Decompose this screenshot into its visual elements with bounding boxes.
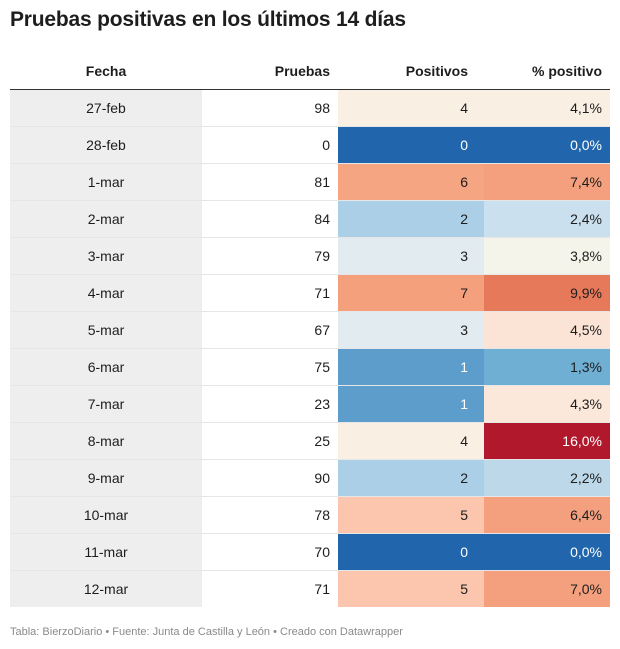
cell-pruebas: 71 (202, 274, 338, 312)
table-row: 3-mar 79 3 3,8% (10, 237, 610, 275)
cell-pruebas: 90 (202, 459, 338, 497)
cell-porcentaje: 1,3% (484, 348, 610, 386)
table-row: 28-feb 0 0 0,0% (10, 126, 610, 164)
cell-porcentaje: 16,0% (484, 422, 610, 460)
table-body: 27-feb 98 4 4,1% 28-feb 0 0 0,0% 1-mar 81 6 7,4% 2-m… (10, 89, 610, 607)
cell-fecha: 27-feb (10, 89, 202, 127)
cell-porcentaje: 9,9% (484, 274, 610, 312)
footer-credits: Tabla: BierzoDiario • Fuente: Junta de C… (10, 626, 403, 638)
cell-porcentaje: 6,4% (484, 496, 610, 534)
cell-positivos: 5 (338, 496, 484, 534)
cell-porcentaje: 0,0% (484, 533, 610, 571)
table-row: 2-mar 84 2 2,4% (10, 200, 610, 238)
cell-pruebas: 79 (202, 237, 338, 275)
cell-porcentaje: 3,8% (484, 237, 610, 275)
table-row: 7-mar 23 1 4,3% (10, 385, 610, 423)
cell-fecha: 9-mar (10, 459, 202, 497)
cell-pruebas: 71 (314, 581, 330, 597)
cell-pruebas: 0 (202, 126, 338, 164)
cell-positivos: 1 (338, 348, 484, 386)
cell-fecha: 4-mar (10, 274, 202, 312)
table-row: 5-mar 67 3 4,5% (10, 311, 610, 349)
cell-porcentaje: 4,1% (484, 89, 610, 127)
header-positivos[interactable]: Positivos (338, 52, 484, 90)
cell-pruebas: 70 (202, 533, 338, 571)
chart-title: Pruebas positivas en los últimos 14 días (10, 8, 406, 31)
table-row: 8-mar 25 4 16,0% (10, 422, 610, 460)
header-pruebas[interactable]: Pruebas (202, 52, 338, 90)
cell-fecha: 5-mar (10, 311, 202, 349)
cell-fecha: 7-mar (10, 385, 202, 423)
cell-positivos: 4 (338, 89, 484, 127)
table-header-row: Fecha Pruebas Positivos % positivo (10, 52, 610, 90)
cell-porcentaje: 2,4% (484, 200, 610, 238)
cell-pruebas: 98 (202, 89, 338, 127)
table-row: 12-mar 71 5 7,0% (10, 570, 610, 607)
cell-fecha: 1-mar (10, 163, 202, 201)
cell-porcentaje: 7,4% (484, 163, 610, 201)
cell-fecha: 2-mar (10, 200, 202, 238)
cell-positivos: 3 (338, 237, 484, 275)
data-table: Fecha Pruebas Positivos % positivo 27-fe… (10, 52, 610, 607)
cell-pruebas: 25 (202, 422, 338, 460)
cell-porcentaje: 4,5% (484, 311, 610, 349)
cell-positivos: 3 (338, 311, 484, 349)
cell-pruebas: 78 (202, 496, 338, 534)
cell-fecha: 8-mar (10, 422, 202, 460)
cell-positivos: 6 (338, 163, 484, 201)
cell-positivos: 1 (338, 385, 484, 423)
header-fecha[interactable]: Fecha (10, 52, 202, 90)
cell-positivos: 4 (338, 422, 484, 460)
table-row: 1-mar 81 6 7,4% (10, 163, 610, 201)
cell-porcentaje: 2,2% (484, 459, 610, 497)
table-row: 11-mar 70 0 0,0% (10, 533, 610, 571)
cell-fecha: 10-mar (10, 496, 202, 534)
cell-fecha: 28-feb (10, 126, 202, 164)
cell-positivos: 0 (338, 533, 484, 571)
cell-pruebas: 81 (202, 163, 338, 201)
cell-pruebas: 75 (202, 348, 338, 386)
cell-positivos: 5 (338, 570, 484, 607)
table-row: 4-mar 71 7 9,9% (10, 274, 610, 312)
cell-pruebas: 23 (202, 385, 338, 423)
header-porcentaje[interactable]: % positivo (484, 52, 610, 90)
table-row: 9-mar 90 2 2,2% (10, 459, 610, 497)
cell-fecha: 11-mar (10, 533, 202, 571)
cell-porcentaje: 7,0% (484, 570, 610, 607)
table-row: 27-feb 98 4 4,1% (10, 89, 610, 127)
cell-positivos: 7 (338, 274, 484, 312)
cell-fecha: 6-mar (10, 348, 202, 386)
cell-porcentaje: 4,3% (484, 385, 610, 423)
cell-positivos: 2 (338, 459, 484, 497)
table-row: 10-mar 78 5 6,4% (10, 496, 610, 534)
cell-positivos: 2 (338, 200, 484, 238)
cell-pruebas: 67 (202, 311, 338, 349)
cell-pruebas: 84 (202, 200, 338, 238)
cell-positivos: 0 (338, 126, 484, 164)
cell-fecha: 12-mar (10, 570, 202, 607)
table-row: 6-mar 75 1 1,3% (10, 348, 610, 386)
cell-porcentaje: 0,0% (484, 126, 610, 164)
cell-fecha: 3-mar (10, 237, 202, 275)
